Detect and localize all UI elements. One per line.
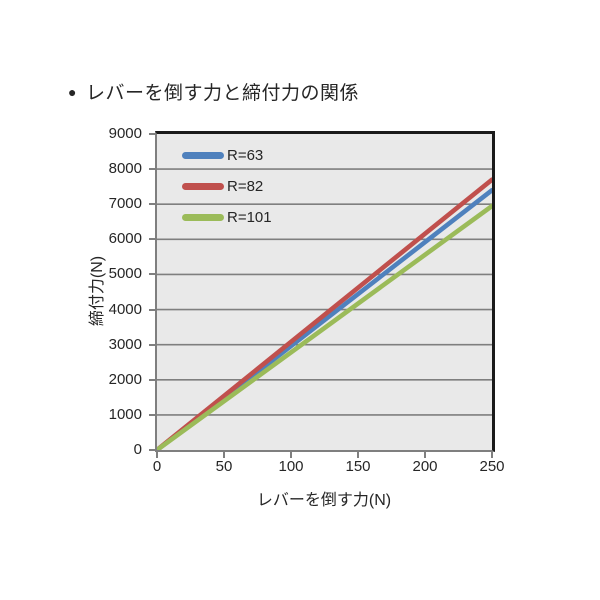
y-tick-mark: [149, 203, 155, 206]
chart-title: ● レバーを倒す力と締付力の関係: [68, 78, 359, 105]
legend-label: R=82: [227, 177, 264, 195]
x-tick-label: 250: [479, 458, 505, 475]
legend-item: R=101: [182, 208, 272, 226]
y-tick-label: 7000: [108, 195, 142, 213]
y-tick-label: 3000: [108, 335, 142, 353]
legend-swatch-icon: [182, 151, 224, 159]
x-tick-label: 0: [152, 458, 162, 475]
x-tick-mark: [290, 452, 292, 458]
y-tick-mark: [149, 238, 155, 241]
y-tick-label: 8000: [108, 160, 142, 178]
y-tick-mark: [149, 168, 155, 171]
legend-label: R=63: [227, 146, 264, 164]
bullet-icon: ●: [68, 83, 77, 100]
y-tick-label: 9000: [108, 125, 142, 142]
y-tick-label: 1000: [108, 405, 142, 423]
legend-label: R=101: [227, 208, 272, 226]
y-tick-label: 6000: [108, 230, 142, 248]
x-tick-mark: [156, 452, 158, 458]
x-axis-title: レバーを倒す力(N): [256, 492, 392, 509]
x-tick-mark: [424, 452, 426, 458]
legend-item: R=63: [182, 146, 272, 164]
chart-canvas: [157, 168, 492, 450]
y-tick-mark: [149, 133, 155, 135]
x-tick-label: 100: [278, 458, 304, 475]
x-tick-mark: [223, 452, 225, 458]
legend-swatch-icon: [182, 213, 224, 221]
legend: R=63 R=82 R=101: [182, 147, 272, 240]
y-tick-label: 4000: [108, 300, 142, 318]
y-tick-mark: [149, 449, 155, 451]
x-tick-label: 150: [345, 458, 371, 475]
y-tick-mark: [149, 343, 155, 346]
series-line-R=101: [157, 203, 492, 450]
legend-item: R=82: [182, 177, 272, 195]
y-tick-label: 0: [133, 441, 142, 458]
series-line-R=82: [157, 177, 492, 450]
x-tick-label: 50: [215, 458, 233, 475]
y-tick-label: 5000: [108, 265, 142, 283]
y-axis-title: 締付力(N): [89, 255, 106, 327]
y-tick-mark: [149, 378, 155, 381]
x-tick-mark: [357, 452, 359, 458]
y-tick-mark: [149, 273, 155, 276]
x-tick-label: 200: [412, 458, 438, 475]
legend-swatch-icon: [182, 182, 224, 190]
chart-title-text: レバーを倒す力と締付力の関係: [85, 83, 359, 104]
y-tick-mark: [149, 413, 155, 416]
y-tick-label: 2000: [108, 370, 142, 388]
y-tick-mark: [149, 308, 155, 311]
x-tick-mark: [491, 452, 493, 458]
plot-area: R=63 R=82 R=101: [155, 131, 495, 452]
